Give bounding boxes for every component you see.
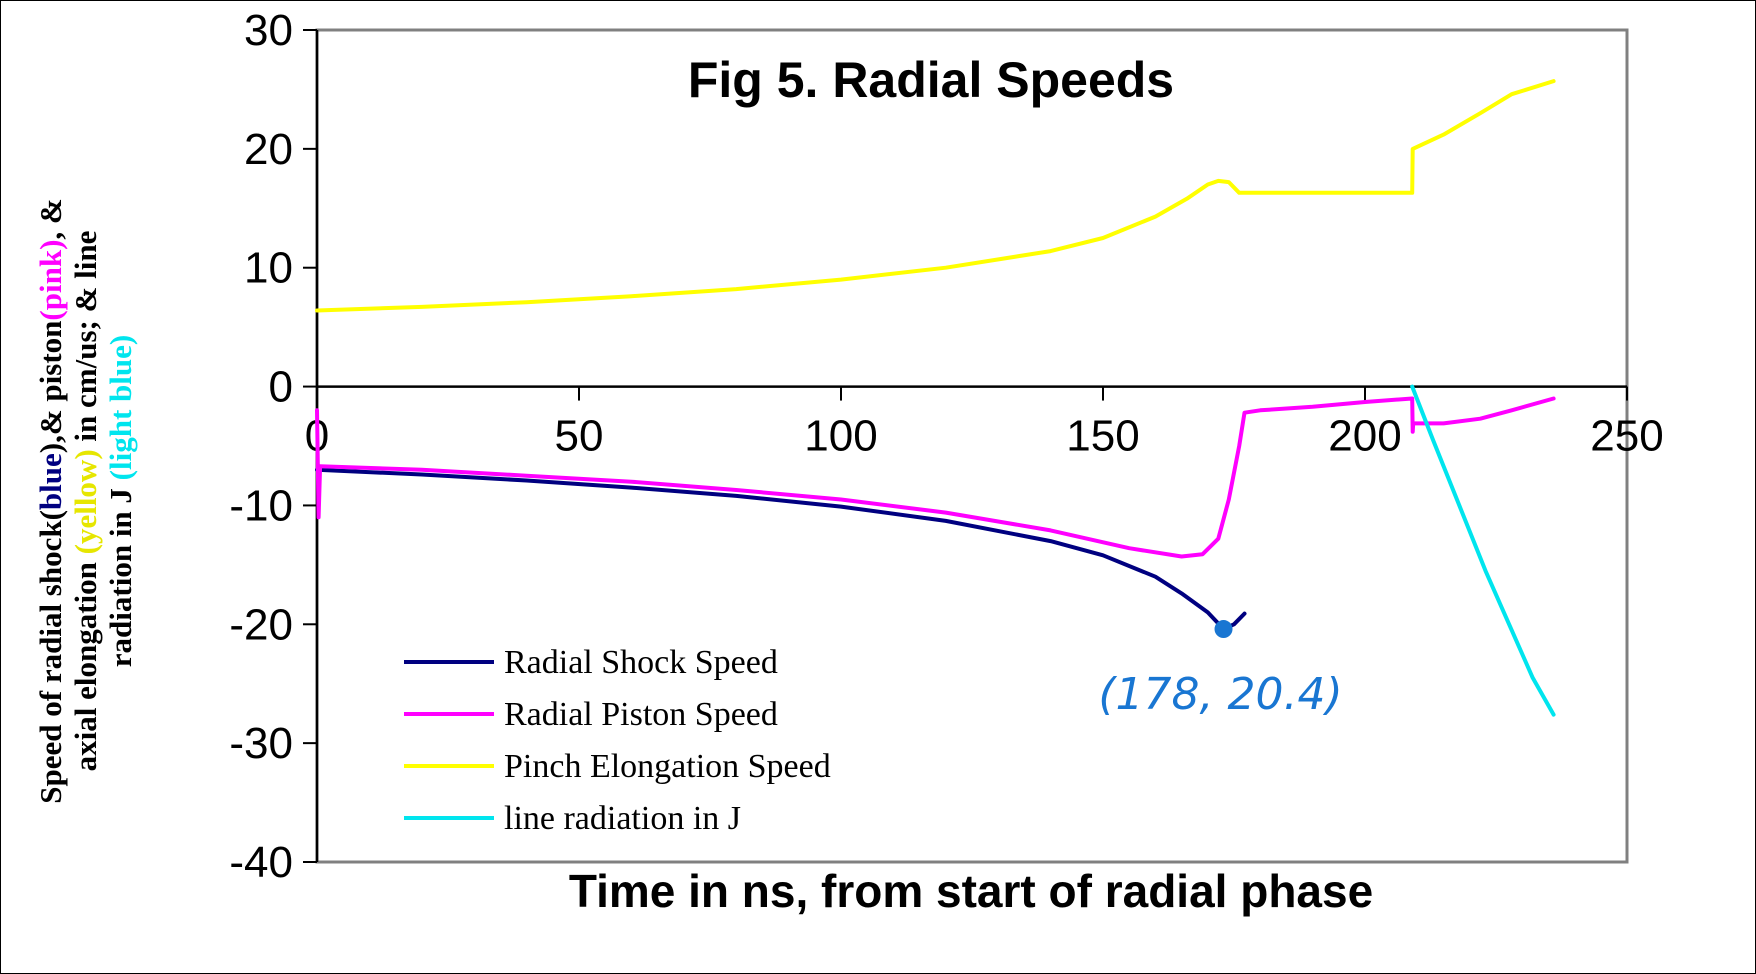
y-axis-label: Speed of radial shock(blue),& piston(pin… [33,198,138,803]
x-tick-label: 100 [804,412,877,461]
legend-label: Radial Piston Speed [504,696,778,733]
y-axis-label-segment: , & [33,198,68,239]
y-tick-label: 30 [244,6,293,55]
y-tick-label: 0 [269,363,293,412]
annotation-label: (178, 20.4) [1098,669,1342,720]
x-tick-label: 50 [555,412,604,461]
legend-label: line radiation in J [504,800,741,837]
series-line-3 [315,79,1556,313]
y-axis-label-segment: radiation in J [103,480,138,667]
chart-title: Fig 5. Radial Speeds [688,52,1174,108]
legend: Radial Shock Speed Radial Piston Speed Pin… [404,644,831,837]
y-axis-label-segment: (light blue) [103,335,138,481]
y-tick-label: -30 [229,719,293,768]
y-axis-label-segment: (pink) [33,240,68,321]
x-tick-label: 250 [1590,412,1663,461]
x-axis-label: Time in ns, from start of radial phase [569,865,1373,917]
legend-label: Pinch Elongation Speed [504,748,831,785]
x-tick-label: 150 [1066,412,1139,461]
annotation-marker [1214,620,1233,639]
y-axis-label-segment: blue [33,453,68,510]
legend-label: Radial Shock Speed [504,644,778,681]
y-axis-label-segment: in cm/us; & line [68,231,103,450]
y-axis-label-segment: Speed of radial shock( [33,510,68,804]
y-axis-label-segment: ),& piston [33,321,68,454]
y-axis-label-line: radiation in J (light blue) [103,335,138,667]
x-tick-label: 200 [1328,412,1401,461]
y-tick-label: 20 [244,125,293,174]
y-tick-label: -10 [229,481,293,530]
y-tick-label: 10 [244,244,293,293]
series-line-2 [315,396,1556,559]
y-tick-label: -20 [229,600,293,649]
y-axis-label-segment: (yellow) [68,449,103,554]
series-line-4 [1410,384,1556,717]
plot-area [315,28,1629,864]
y-axis-label-line: Speed of radial shock(blue),& piston(pin… [33,198,68,803]
y-axis-label-line: axial elongation (yellow) in cm/us; & li… [68,231,103,772]
y-axis-label-segment: axial elongation [68,554,103,771]
y-tick-label: -40 [229,838,293,887]
